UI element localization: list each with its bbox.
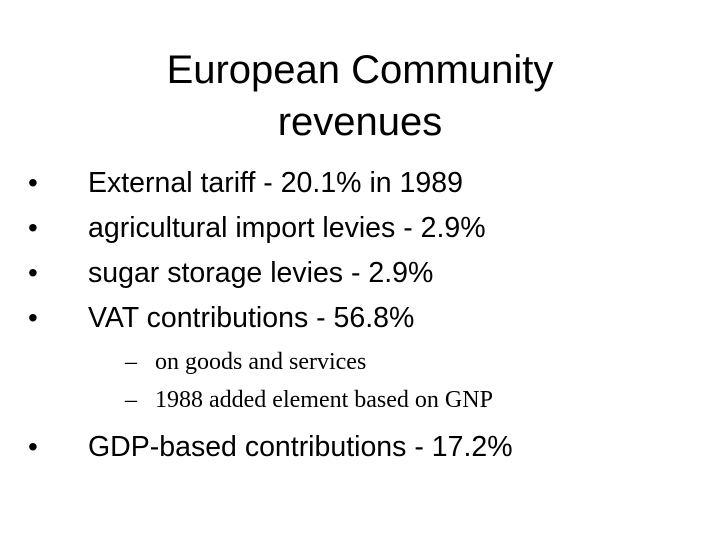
sub-bullet-gnp-element: – 1988 added element based on GNP [125, 381, 493, 419]
bullet-item-sugar-storage-levies: • sugar storage levies - 2.9% [28, 250, 433, 296]
bullet-text: sugar storage levies - 2.9% [88, 257, 434, 289]
title-line-1: European Community [166, 48, 554, 92]
bullet-text: VAT contributions - 56.8% [88, 302, 415, 334]
bullet-icon: • [28, 212, 38, 243]
bullet-icon: • [28, 167, 38, 198]
bullet-text: GDP-based contributions - 17.2% [88, 431, 513, 463]
bullet-icon: • [28, 257, 38, 288]
dash-icon: – [125, 387, 137, 413]
bullet-text: External tariff - 20.1% in 1989 [88, 167, 463, 199]
bullet-item-gdp-contributions: • GDP-based contributions - 17.2% [28, 424, 513, 470]
slide-title: European Community revenues [0, 44, 720, 148]
sub-bullet-text: 1988 added element based on GNP [155, 387, 493, 413]
dash-icon: – [125, 349, 137, 375]
bullet-icon: • [28, 431, 38, 462]
sub-bullet-goods-services: – on goods and services [125, 343, 366, 381]
bullet-item-external-tariff: • External tariff - 20.1% in 1989 [28, 160, 463, 206]
bullet-item-agricultural-import-levies: • agricultural import levies - 2.9% [28, 205, 486, 251]
title-line-2: revenues [277, 100, 443, 144]
sub-bullet-text: on goods and services [155, 349, 367, 375]
bullet-text: agricultural import levies - 2.9% [88, 212, 486, 244]
bullet-item-vat-contributions: • VAT contributions - 56.8% [28, 295, 414, 341]
bullet-icon: • [28, 302, 38, 333]
